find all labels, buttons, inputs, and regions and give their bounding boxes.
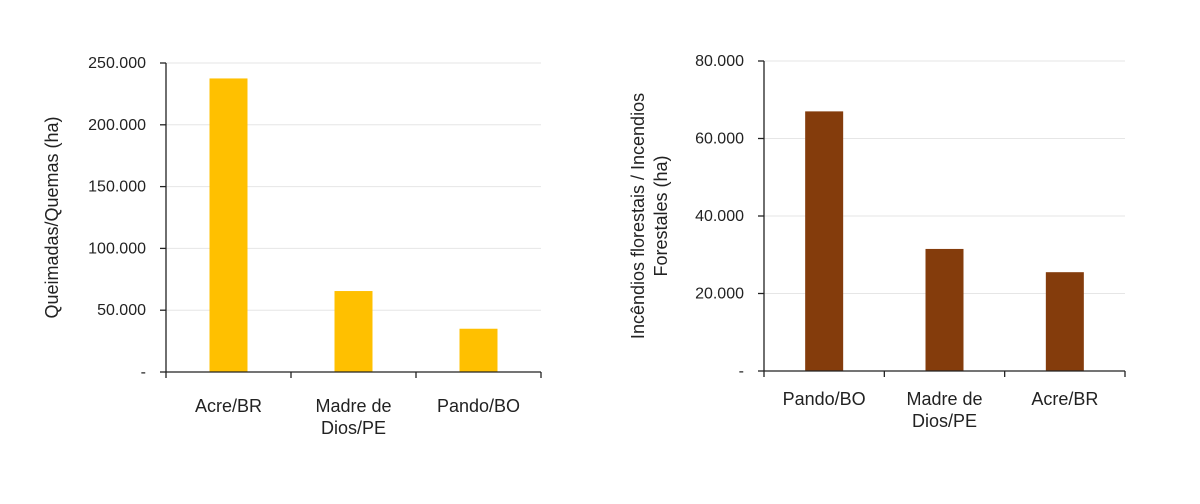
- left-y-tick-label: 100.000: [88, 240, 146, 257]
- right-bar: [1045, 272, 1084, 371]
- right-bar: [925, 248, 964, 371]
- right-y-axis-title: Incêndios florestais / Incendios Forestal…: [628, 93, 671, 339]
- left-category-label: Acre/BR: [195, 396, 262, 416]
- right-y-tick-label: 60.000: [695, 131, 744, 148]
- right-category-label: Madre de Dios/PE: [906, 389, 982, 431]
- left-bar: [459, 328, 498, 372]
- right-category-label: Acre/BR: [1031, 389, 1098, 409]
- left-y-axis-title: Queimadas/Quemas (ha): [42, 116, 62, 318]
- left-category-label: Pando/BO: [437, 396, 520, 416]
- right-y-tick-label: 40.000: [695, 208, 744, 225]
- left-y-tick-label: 250.000: [88, 55, 146, 72]
- right-y-tick-label: -: [739, 363, 744, 380]
- right-y-tick-label: 80.000: [695, 53, 744, 70]
- left-category-label: Madre de Dios/PE: [315, 396, 391, 438]
- left-bar: [209, 78, 248, 372]
- left-bar: [334, 291, 373, 372]
- left-y-tick-label: -: [141, 364, 146, 381]
- right-y-tick-label: 20.000: [695, 286, 744, 303]
- right-bar: [805, 111, 844, 371]
- right-category-label: Pando/BO: [783, 389, 866, 409]
- left-y-tick-label: 50.000: [97, 302, 146, 319]
- left-y-tick-label: 200.000: [88, 117, 146, 134]
- left-y-tick-label: 150.000: [88, 179, 146, 196]
